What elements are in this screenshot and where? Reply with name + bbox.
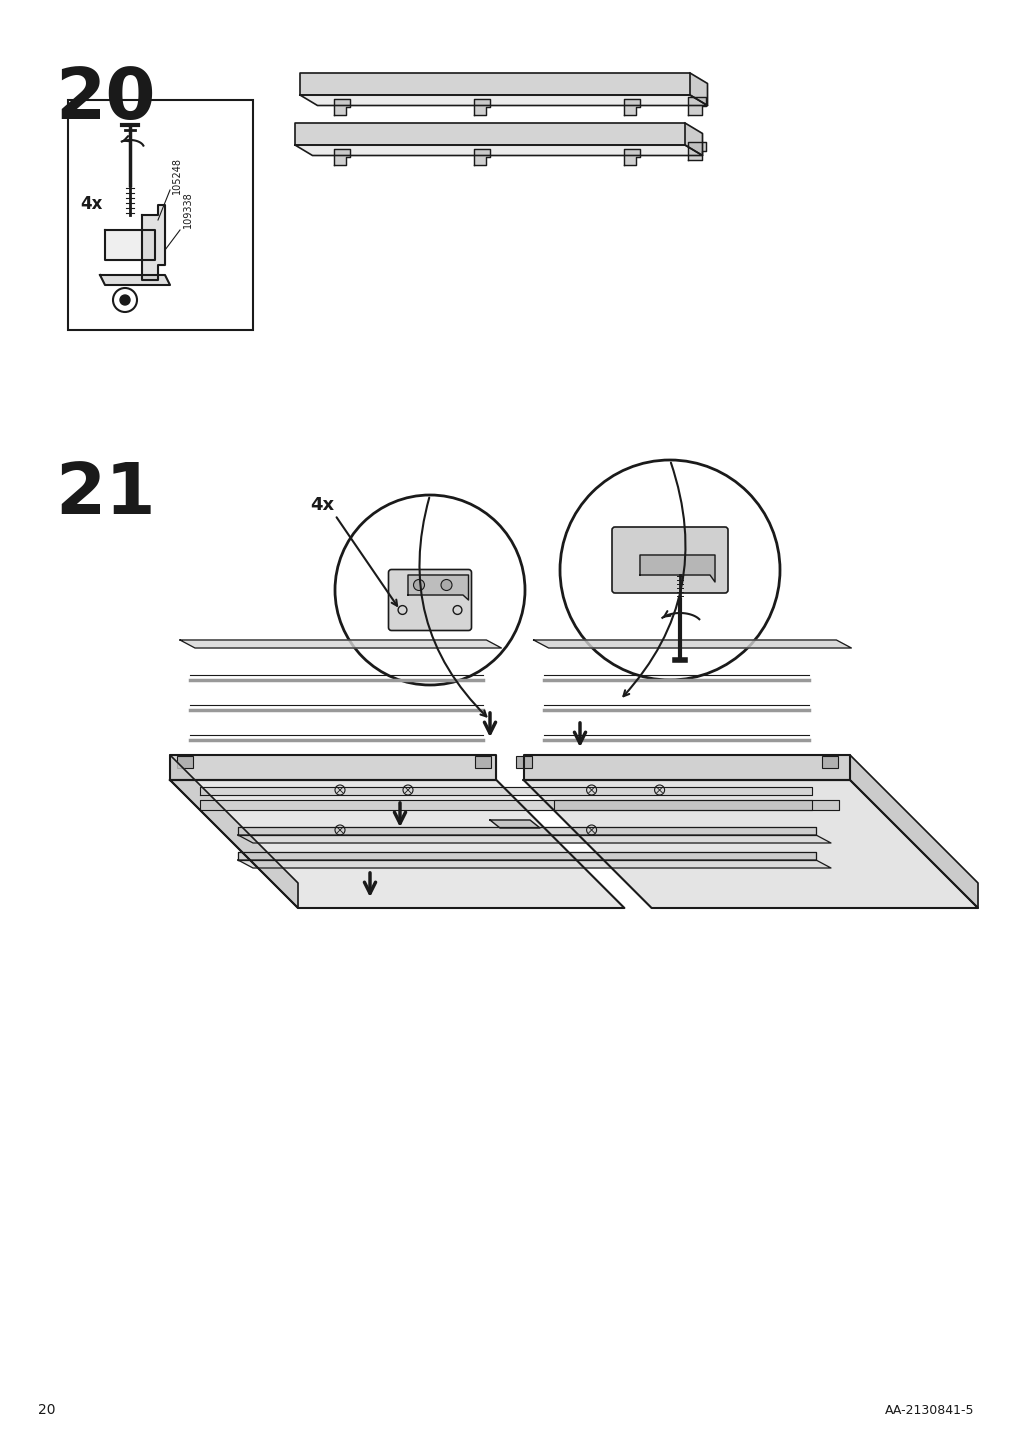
Circle shape <box>335 495 525 684</box>
Polygon shape <box>533 640 850 649</box>
Polygon shape <box>200 788 811 795</box>
Text: 105248: 105248 <box>172 156 182 193</box>
Polygon shape <box>238 861 830 868</box>
Polygon shape <box>473 99 489 115</box>
FancyBboxPatch shape <box>388 570 471 630</box>
Polygon shape <box>624 99 639 115</box>
Polygon shape <box>170 755 496 780</box>
Polygon shape <box>473 149 489 165</box>
Polygon shape <box>299 95 707 106</box>
Polygon shape <box>684 123 702 156</box>
FancyBboxPatch shape <box>821 756 837 768</box>
Polygon shape <box>238 835 830 843</box>
Polygon shape <box>553 800 838 811</box>
Polygon shape <box>105 231 155 261</box>
Polygon shape <box>170 755 297 908</box>
FancyBboxPatch shape <box>68 100 253 329</box>
Text: 20: 20 <box>55 64 156 135</box>
Polygon shape <box>407 576 468 600</box>
Polygon shape <box>687 142 706 160</box>
Polygon shape <box>687 97 706 115</box>
Text: 4x: 4x <box>80 195 102 213</box>
Text: AA-2130841-5: AA-2130841-5 <box>884 1403 973 1416</box>
Polygon shape <box>238 852 815 861</box>
Circle shape <box>559 460 779 680</box>
Polygon shape <box>523 780 977 908</box>
Polygon shape <box>299 73 690 95</box>
Text: 21: 21 <box>55 460 156 528</box>
FancyBboxPatch shape <box>474 756 490 768</box>
Polygon shape <box>334 149 350 165</box>
Polygon shape <box>639 556 715 581</box>
Polygon shape <box>180 640 500 649</box>
Circle shape <box>413 580 424 590</box>
Polygon shape <box>849 755 977 908</box>
Text: 20: 20 <box>38 1403 56 1418</box>
Polygon shape <box>624 149 639 165</box>
Polygon shape <box>295 123 684 145</box>
FancyBboxPatch shape <box>177 756 193 768</box>
Polygon shape <box>100 275 170 285</box>
Polygon shape <box>523 755 849 780</box>
Polygon shape <box>489 821 540 828</box>
Text: 109338: 109338 <box>183 192 193 228</box>
FancyBboxPatch shape <box>515 756 531 768</box>
Polygon shape <box>238 828 815 835</box>
Polygon shape <box>200 800 811 811</box>
Polygon shape <box>690 73 707 106</box>
Polygon shape <box>142 205 165 281</box>
Circle shape <box>120 295 129 305</box>
Circle shape <box>441 580 452 590</box>
Polygon shape <box>170 780 624 908</box>
Polygon shape <box>295 145 702 156</box>
Polygon shape <box>334 99 350 115</box>
FancyBboxPatch shape <box>612 527 727 593</box>
Text: 4x: 4x <box>309 495 334 514</box>
